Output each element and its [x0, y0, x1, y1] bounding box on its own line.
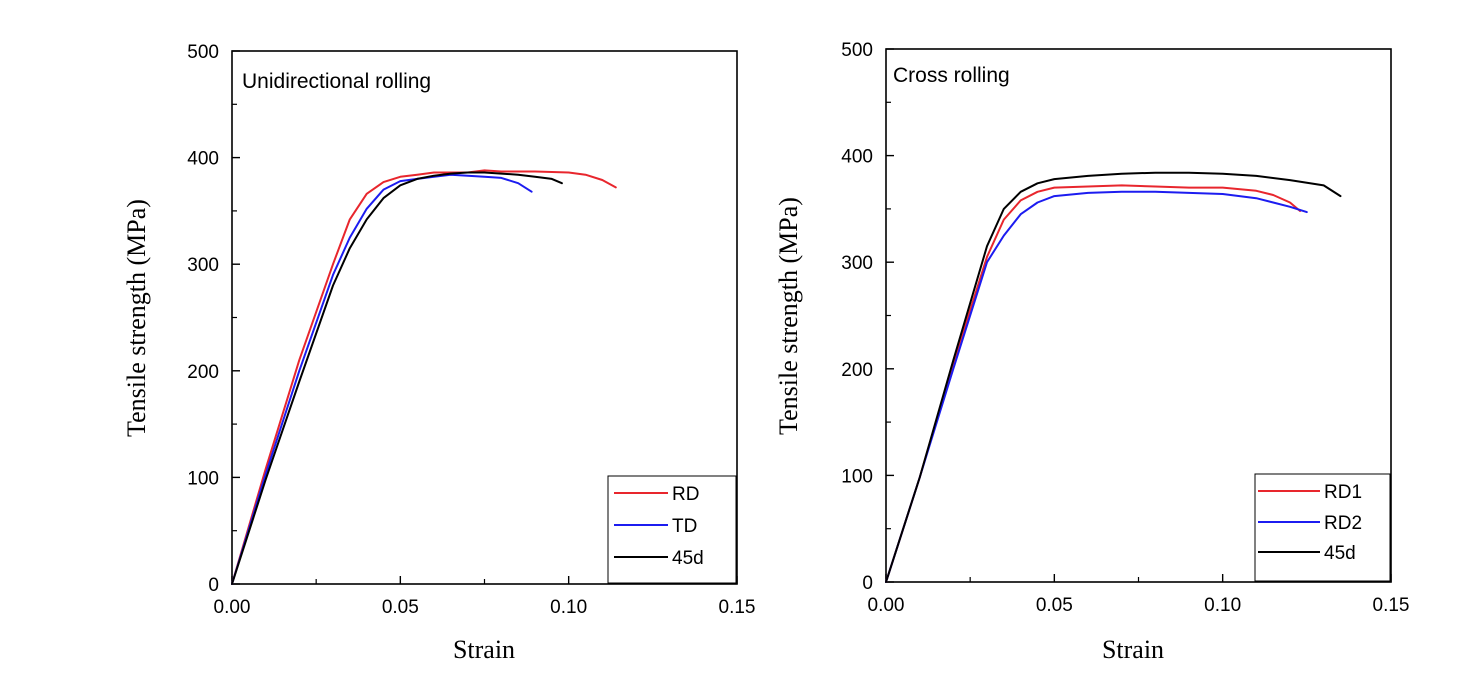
legend-label: RD1	[1324, 482, 1362, 503]
legend-label: 45d	[1324, 543, 1356, 564]
legend-item-td: TD	[614, 516, 697, 537]
series-line-rd	[231, 169, 617, 585]
legend-item-rd: RD	[614, 484, 699, 505]
series-line-45d	[231, 171, 563, 585]
series-line-rd1	[885, 184, 1302, 583]
x-axis-title: Strain	[453, 635, 515, 664]
legend-item-rd1: RD1	[1258, 482, 1362, 503]
y-tick-label: 100	[187, 468, 219, 489]
y-tick-label: 300	[841, 253, 873, 274]
series-line-rd2	[885, 190, 1308, 583]
legend-item-rd2: RD2	[1258, 513, 1362, 534]
x-axis-ticks: 0.00 0.05 0.10 0.15	[214, 576, 756, 618]
y-tick-label: 300	[187, 255, 219, 276]
chart-panel-unidirectional: 0.00 0.05 0.10 0.15 0 100 200 300 400 500 Unidir…	[122, 42, 755, 664]
x-tick-label: 0.10	[550, 597, 587, 618]
x-tick-label: 0.00	[214, 597, 251, 618]
y-tick-label: 400	[187, 149, 219, 170]
x-tick-label: 0.10	[1204, 595, 1241, 616]
series-line-td	[231, 173, 533, 585]
y-axis-title: Tensile strength (MPa)	[122, 199, 151, 437]
panel-title: Unidirectional rolling	[242, 70, 431, 93]
y-tick-label: 0	[862, 573, 873, 594]
series-lines	[885, 171, 1342, 583]
x-tick-label: 0.05	[1036, 595, 1073, 616]
y-axis-title: Tensile strength (MPa)	[774, 197, 803, 435]
x-tick-label: 0.15	[719, 597, 756, 618]
chart-panel-cross: 0.00 0.05 0.10 0.15 0 100 200 300 400 500 Cross …	[774, 40, 1409, 664]
legend-item-45d: 45d	[614, 548, 704, 569]
legend-label: RD	[672, 484, 699, 505]
panel-title: Cross rolling	[893, 64, 1010, 87]
legend-label: 45d	[672, 548, 704, 569]
y-tick-label: 400	[841, 147, 873, 168]
legend: RD1 RD2 45d	[1254, 473, 1391, 582]
x-axis-title: Strain	[1102, 635, 1164, 664]
x-tick-label: 0.00	[868, 595, 905, 616]
y-tick-label: 200	[841, 360, 873, 381]
legend: RD TD 45d	[607, 475, 737, 584]
x-axis-ticks: 0.00 0.05 0.10 0.15	[868, 574, 1410, 616]
legend-item-45d: 45d	[1258, 543, 1356, 564]
y-axis-ticks: 0 100 200 300 400 500	[841, 40, 894, 594]
x-tick-label: 0.15	[1373, 595, 1410, 616]
y-tick-label: 100	[841, 466, 873, 487]
legend-label: TD	[672, 516, 697, 537]
y-tick-label: 500	[187, 42, 219, 63]
series-line-45d	[885, 171, 1342, 583]
y-axis-ticks: 0 100 200 300 400 500	[187, 42, 240, 596]
series-lines	[231, 169, 617, 585]
x-tick-label: 0.05	[382, 597, 419, 618]
y-tick-label: 500	[841, 40, 873, 61]
y-tick-label: 0	[208, 575, 219, 596]
legend-label: RD2	[1324, 513, 1362, 534]
y-tick-label: 200	[187, 362, 219, 383]
